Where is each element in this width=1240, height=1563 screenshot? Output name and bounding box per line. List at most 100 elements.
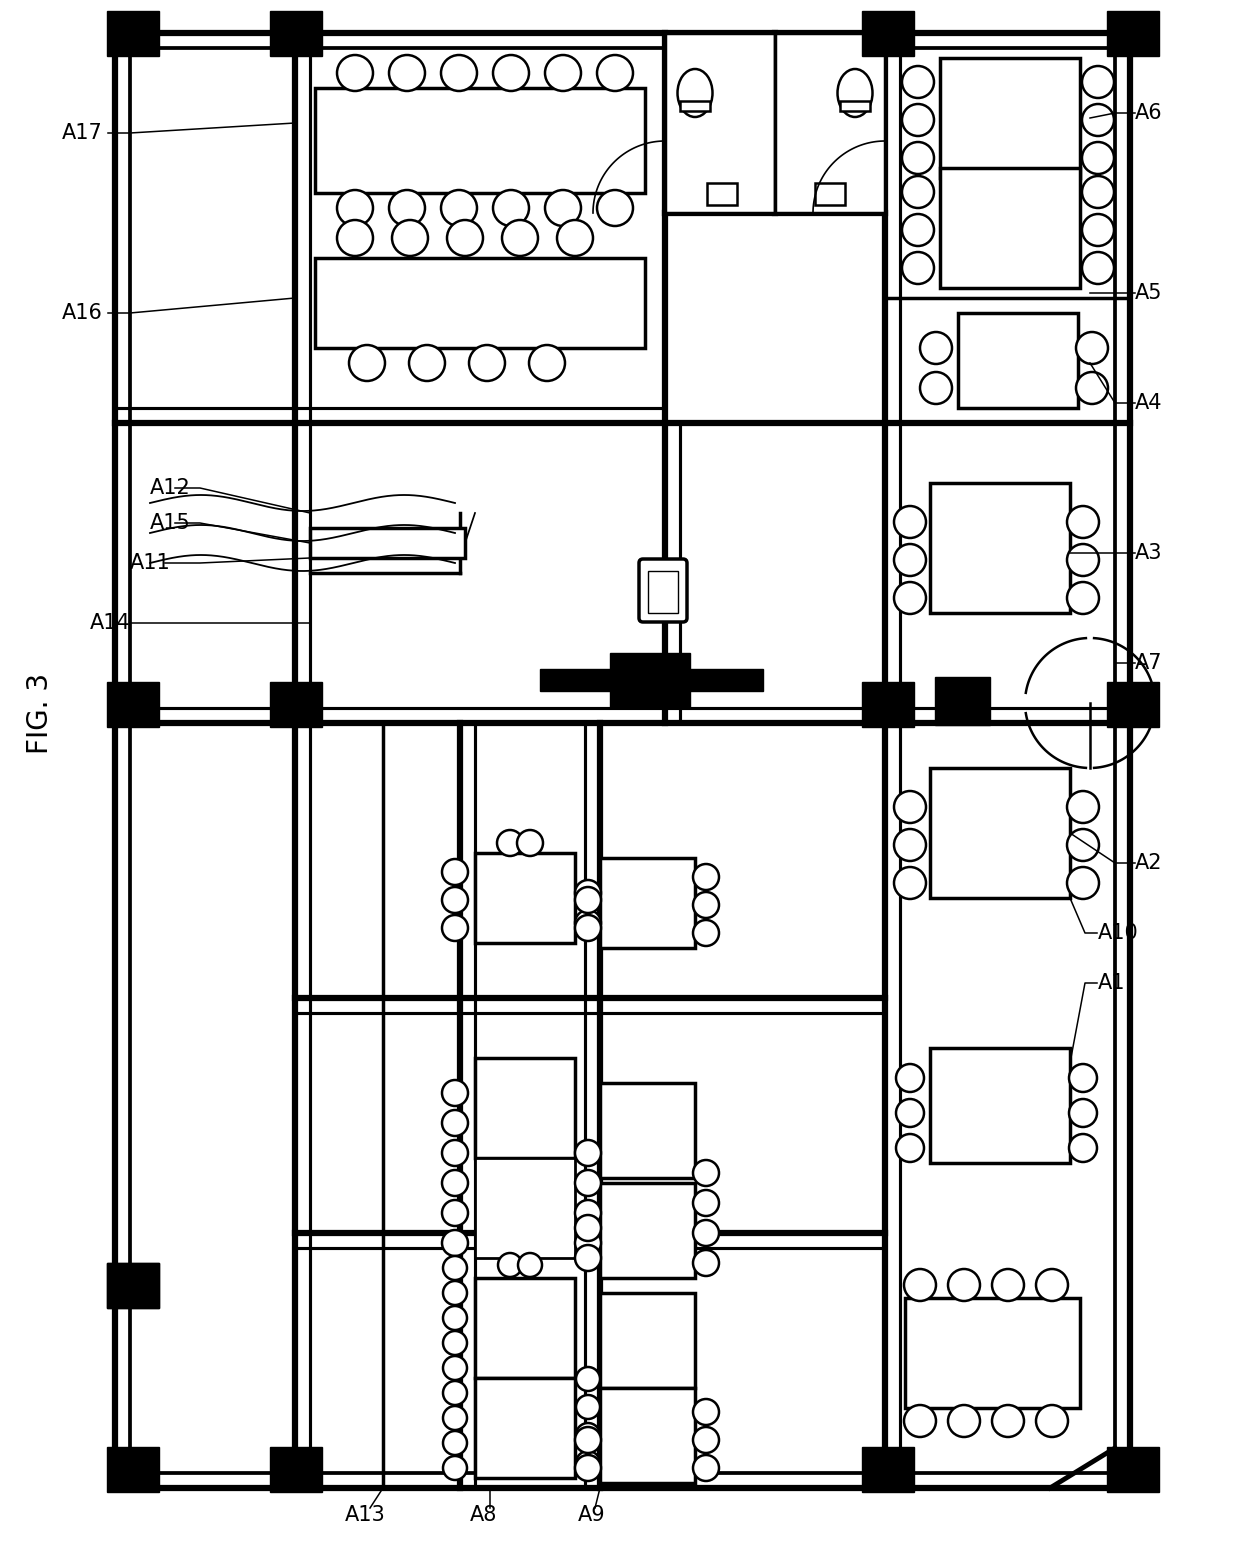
Bar [959, 313, 1078, 408]
Bar [862, 11, 914, 56]
Circle shape [392, 220, 428, 256]
Circle shape [901, 252, 934, 284]
Circle shape [575, 914, 601, 941]
Circle shape [1069, 1135, 1097, 1161]
Circle shape [904, 1269, 936, 1300]
Bar [310, 528, 465, 558]
Circle shape [1066, 544, 1099, 577]
Circle shape [693, 892, 719, 917]
Circle shape [693, 1250, 719, 1275]
Circle shape [577, 1396, 600, 1419]
Circle shape [992, 1269, 1024, 1300]
Bar [539, 669, 615, 691]
Circle shape [1069, 1099, 1097, 1127]
Text: A3: A3 [1135, 542, 1163, 563]
Bar [930, 1049, 1070, 1163]
Circle shape [693, 1189, 719, 1216]
Text: A6: A6 [1135, 103, 1163, 123]
Circle shape [1066, 867, 1099, 899]
Bar [940, 167, 1080, 288]
Bar [600, 1183, 694, 1279]
Circle shape [575, 1230, 601, 1257]
Bar [475, 1158, 575, 1258]
Circle shape [469, 345, 505, 381]
Circle shape [949, 1269, 980, 1300]
Circle shape [894, 828, 926, 861]
Circle shape [441, 55, 477, 91]
Circle shape [596, 55, 632, 91]
Circle shape [441, 860, 467, 885]
Circle shape [441, 1230, 467, 1257]
Bar [475, 1058, 575, 1158]
Circle shape [949, 1405, 980, 1436]
Circle shape [529, 345, 565, 381]
Bar [1107, 1447, 1159, 1493]
Circle shape [894, 867, 926, 899]
Circle shape [577, 1368, 600, 1391]
Bar [1107, 11, 1159, 56]
Circle shape [494, 55, 529, 91]
Circle shape [389, 55, 425, 91]
Text: A16: A16 [62, 303, 103, 324]
Bar [600, 1293, 694, 1388]
Circle shape [897, 1064, 924, 1093]
Circle shape [389, 191, 425, 227]
Circle shape [920, 372, 952, 403]
Circle shape [897, 1135, 924, 1161]
Circle shape [693, 1427, 719, 1454]
Bar [107, 1263, 159, 1308]
Text: A1: A1 [1097, 974, 1126, 993]
Circle shape [575, 1139, 601, 1166]
Circle shape [337, 191, 373, 227]
Circle shape [575, 1200, 601, 1225]
Circle shape [693, 1399, 719, 1425]
Bar [107, 1447, 159, 1493]
Circle shape [518, 1254, 542, 1277]
Circle shape [1083, 142, 1114, 173]
Circle shape [441, 886, 467, 913]
Bar [270, 11, 322, 56]
Circle shape [348, 345, 384, 381]
Circle shape [1066, 581, 1099, 614]
Circle shape [441, 914, 467, 941]
Circle shape [546, 55, 582, 91]
Circle shape [494, 191, 529, 227]
Circle shape [443, 1432, 467, 1455]
Circle shape [441, 1171, 467, 1196]
Circle shape [517, 830, 543, 857]
Bar [315, 88, 645, 192]
Text: A12: A12 [150, 478, 191, 499]
Circle shape [443, 1332, 467, 1355]
Circle shape [446, 220, 484, 256]
Bar [315, 258, 645, 349]
Text: A9: A9 [578, 1505, 605, 1525]
Text: A8: A8 [470, 1505, 497, 1525]
Circle shape [693, 1455, 719, 1482]
Circle shape [1066, 506, 1099, 538]
Circle shape [502, 220, 538, 256]
Circle shape [693, 1221, 719, 1246]
Circle shape [443, 1257, 467, 1280]
Bar [270, 1447, 322, 1493]
Circle shape [546, 191, 582, 227]
Bar [839, 102, 870, 111]
Ellipse shape [837, 69, 873, 117]
Text: A7: A7 [1135, 653, 1163, 674]
Circle shape [1083, 66, 1114, 98]
Circle shape [443, 1382, 467, 1405]
Circle shape [409, 345, 445, 381]
Circle shape [337, 55, 373, 91]
Circle shape [575, 1455, 601, 1482]
Bar [680, 102, 711, 111]
Bar [1107, 681, 1159, 727]
Circle shape [920, 331, 952, 364]
Bar [649, 570, 678, 613]
Text: A14: A14 [91, 613, 130, 633]
Circle shape [894, 581, 926, 614]
Circle shape [575, 886, 601, 913]
Ellipse shape [677, 69, 713, 117]
Circle shape [1066, 828, 1099, 861]
Circle shape [337, 220, 373, 256]
Bar [600, 1083, 694, 1179]
Circle shape [1035, 1405, 1068, 1436]
